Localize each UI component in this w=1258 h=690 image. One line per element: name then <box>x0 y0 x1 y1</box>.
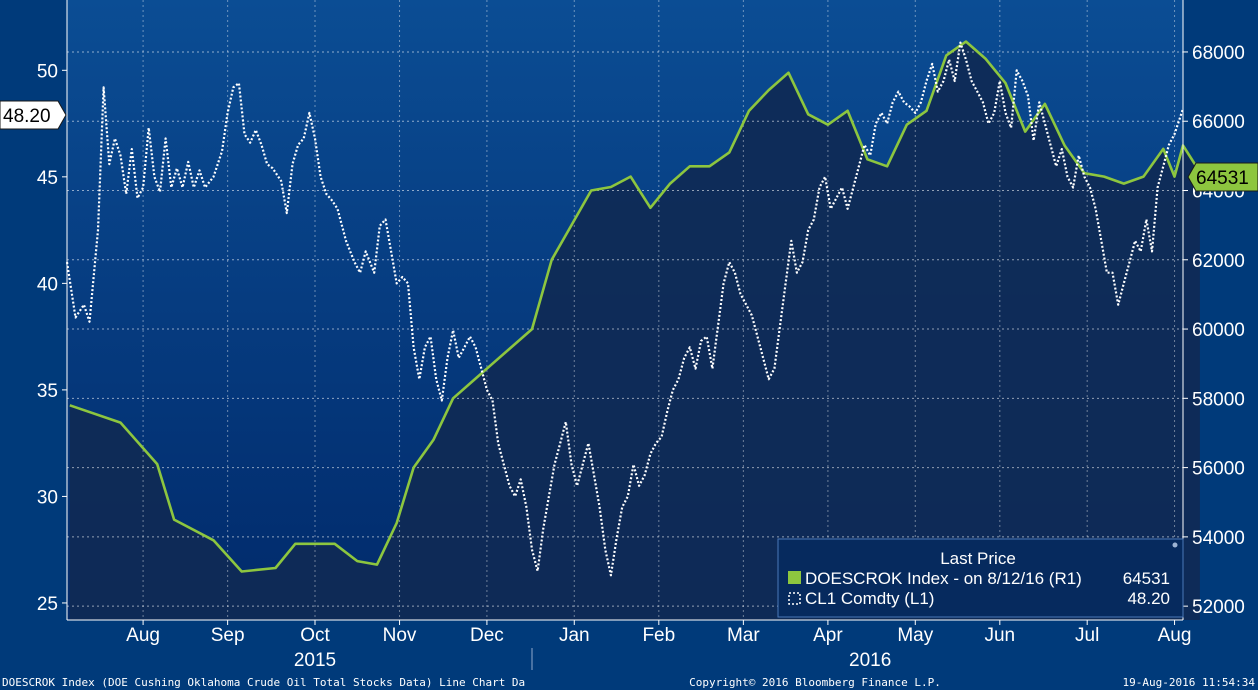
right-tick-label: 66000 <box>1192 112 1245 133</box>
footer-bar <box>0 673 1258 690</box>
x-tick-label: Mar <box>727 625 760 646</box>
series-doescrok-line <box>69 40 1201 573</box>
right-last-value-tag: 64531 <box>1187 162 1258 192</box>
x-tick-label: Oct <box>300 625 330 646</box>
left-last-value-tag: 48.20 <box>0 100 67 130</box>
right-last-value: 64531 <box>1196 168 1249 189</box>
left-tick-label: 35 <box>37 381 58 402</box>
gridlines <box>67 0 1183 620</box>
right-tick-label: 52000 <box>1192 597 1245 618</box>
right-tick-label: 56000 <box>1192 459 1245 480</box>
x-tick-label: Sep <box>211 625 245 646</box>
legend-title: Last Price <box>940 549 1016 568</box>
right-tick-label: 54000 <box>1192 528 1245 549</box>
legend-box <box>777 538 1184 618</box>
x-tick-label: Aug <box>1158 625 1192 646</box>
x-tick-label: Jun <box>984 625 1015 646</box>
doescrok-swatch-icon <box>788 571 801 584</box>
x-tick-label: Nov <box>383 625 417 646</box>
left-tick-label: 40 <box>37 274 58 295</box>
footer-timestamp: 19-Aug-2016 11:54:34 <box>1123 676 1256 689</box>
x-tick-label: Apr <box>813 625 843 646</box>
footer-description: DOESCROK Index (DOE Cushing Oklahoma Cru… <box>2 676 525 689</box>
left-tick-label: 30 <box>37 487 58 508</box>
left-tick-label: 50 <box>37 61 58 82</box>
legend-handle-icon <box>1172 542 1178 548</box>
series-lines <box>65 40 1201 577</box>
doescrok-area-fill <box>69 41 1200 621</box>
legend: Last Price DOESCROK Index - on 8/12/16 (… <box>777 538 1184 618</box>
series-cl1-line <box>65 41 1185 577</box>
legend-row-doescrok-value: 64531 <box>1123 569 1170 588</box>
axes: 5200054000560005800060000620006400066000… <box>0 0 1258 672</box>
x-tick-label: May <box>897 625 933 646</box>
right-tick-label: 62000 <box>1192 251 1245 272</box>
left-tick-label: 45 <box>37 168 58 189</box>
legend-row-doescrok-label: DOESCROK Index - on 8/12/16 (R1) <box>805 569 1082 588</box>
left-tick-label: 25 <box>37 594 58 615</box>
left-last-value: 48.20 <box>3 106 51 127</box>
legend-row-cl1-label: CL1 Comdty (L1) <box>805 589 934 608</box>
right-tick-label: 68000 <box>1192 43 1245 64</box>
x-tick-label: Jan <box>559 625 590 646</box>
x-tick-label: Feb <box>642 625 675 646</box>
right-tick-label: 60000 <box>1192 320 1245 341</box>
doescrok-area <box>69 41 1200 621</box>
year-label: 2015 <box>294 650 336 671</box>
legend-row-cl1-value: 48.20 <box>1127 589 1170 608</box>
x-tick-label: Dec <box>470 625 504 646</box>
cl1-swatch-icon <box>788 592 801 605</box>
x-tick-label: Jul <box>1075 625 1099 646</box>
right-tick-label: 58000 <box>1192 389 1245 410</box>
year-label: 2016 <box>849 650 891 671</box>
x-axis-band <box>0 620 1258 672</box>
footer-copyright: Copyright© 2016 Bloomberg Finance L.P. <box>689 676 941 689</box>
x-tick-label: Aug <box>126 625 160 646</box>
